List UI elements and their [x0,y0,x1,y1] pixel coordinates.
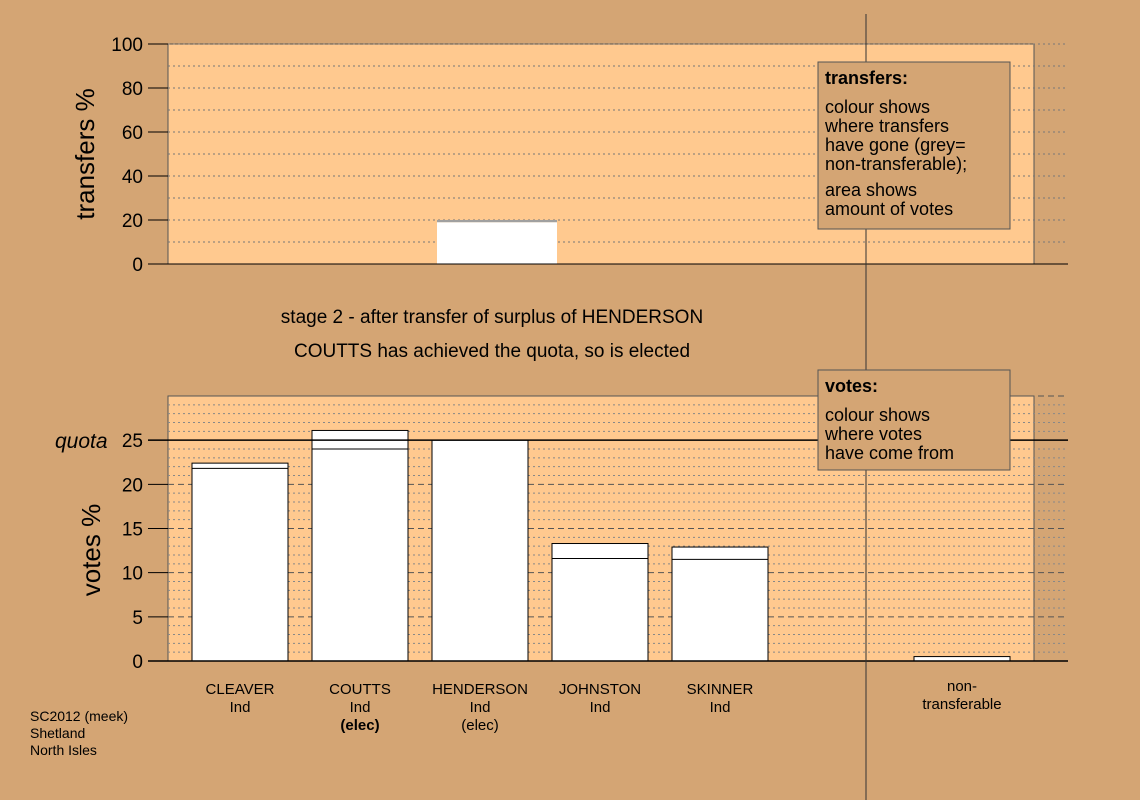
votes-y-ticks: 0 5 10 15 20 25 [122,431,168,673]
votes-y-axis-title: votes % [76,504,106,597]
transfers-legend-box [817,61,1011,230]
votes-y-tick-label: 15 [122,520,143,541]
transfers-legend-line: where transfers [824,116,949,136]
votes-legend: votes: colour shows where votes have com… [817,369,1011,471]
footnote-line: North Isles [30,742,97,758]
votes-y-tick-label: 25 [122,431,143,452]
transfers-y-ticks: 0 20 40 60 80 100 [111,35,168,276]
votes-y-tick-label: 20 [122,475,143,496]
transfers-y-tick-label: 40 [122,167,143,188]
candidate-name: HENDERSON [432,681,528,698]
vote-bar-cleaver [191,462,289,662]
transfers-y-tick-label: 100 [111,35,143,56]
votes-y-tick-label: 5 [132,608,143,629]
transfers-legend-line: non-transferable); [825,154,967,174]
transfers-y-tick-label: 80 [122,79,143,100]
election-status: COUTTS has achieved the quota, so is ele… [294,341,690,362]
candidate-party: Ind [350,699,371,716]
candidate-name: SKINNER [687,681,754,698]
vote-bar-skinner [671,546,769,662]
footnote: SC2012 (meek) Shetland North Isles [30,708,128,758]
footnote-line: Shetland [30,725,85,741]
nontransferable-label: non- [947,678,977,695]
transfers-bar-transferred [437,222,557,264]
transfers-y-tick-label: 20 [122,211,143,232]
transfers-legend-line: have gone (grey= [825,135,966,155]
votes-y-tick-label: 0 [132,652,143,673]
transfers-bar-nontransferable [437,220,557,223]
vote-bar-johnston [551,543,649,662]
transfers-y-tick-label: 60 [122,123,143,144]
votes-legend-box [817,369,1011,471]
votes-legend-title: votes: [825,376,878,396]
candidate-party: Ind [230,699,251,716]
transfers-bars [437,220,557,264]
candidate-party: Ind [710,699,731,716]
candidate-status: (elec) [461,717,499,734]
transfers-legend-title: transfers: [825,68,908,88]
candidate-party: Ind [470,699,491,716]
quota-label: quota [55,430,108,453]
transfers-y-axis-title: transfers % [70,88,100,220]
vote-bar-henderson [431,439,529,662]
candidate-name: JOHNSTON [559,681,641,698]
transfers-legend-line: colour shows [825,97,930,117]
transfers-legend-line: amount of votes [825,199,953,219]
candidate-party: Ind [590,699,611,716]
votes-legend-line: where votes [824,424,922,444]
vote-bar-coutts [311,429,409,662]
candidate-name: CLEAVER [206,681,275,698]
candidate-status: (elec) [340,717,379,734]
candidate-name: COUTTS [329,681,391,698]
votes-y-tick-label: 10 [122,564,143,585]
transfers-y-tick-label: 0 [132,255,143,276]
stage-description: stage 2 - after transfer of surplus of H… [281,307,703,328]
votes-legend-line: colour shows [825,405,930,425]
votes-bars [191,429,1011,662]
transfers-legend-line: area shows [825,180,917,200]
votes-legend-line: have come from [825,443,954,463]
footnote-line: SC2012 (meek) [30,708,128,724]
transfers-legend: transfers: colour shows where transfers … [817,61,1011,230]
candidate-labels: CLEAVERIndCOUTTSInd(elec)HENDERSONInd(el… [206,678,1002,734]
nontransferable-label: transferable [922,696,1001,713]
